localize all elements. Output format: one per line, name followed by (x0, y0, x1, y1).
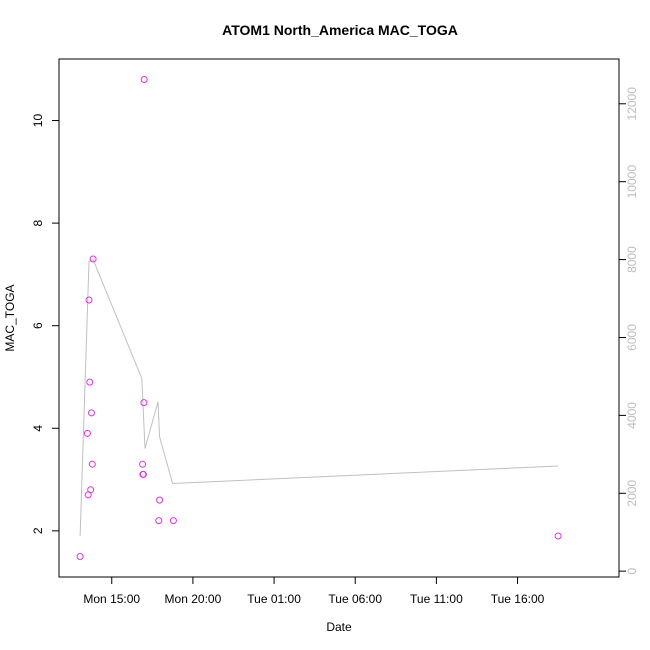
x-tick-label: Tue 11:00 (410, 592, 463, 606)
x-axis: Mon 15:00 Mon 20:00 Tue 01:00 Tue 06:00 Tue … (83, 577, 545, 606)
y2-tick-label: 2000 (625, 480, 639, 507)
plot-area (76, 76, 562, 560)
y2-tick-label: 6000 (625, 324, 639, 351)
data-point (139, 460, 147, 468)
y-tick-label: 6 (31, 322, 45, 329)
y-tick-label: 10 (31, 114, 45, 128)
x-tick-label: Tue 01:00 (247, 592, 301, 606)
data-point (85, 296, 93, 304)
data-point (86, 378, 94, 386)
data-point (155, 517, 163, 525)
data-point (83, 429, 91, 437)
y-tick-label: 2 (31, 527, 45, 534)
data-point (554, 532, 562, 540)
plot-frame (58, 58, 620, 578)
y-axis-right: 0 2000 4000 6000 8000 10000 12000 (619, 87, 639, 575)
data-point (140, 399, 148, 407)
y2-tick-label: 12000 (625, 87, 639, 121)
y-axis-title: MAC_TOGA (3, 284, 17, 351)
y-tick-label: 4 (31, 425, 45, 432)
y2-tick-label: 8000 (625, 246, 639, 273)
data-point (140, 76, 148, 83)
data-point (88, 460, 96, 468)
x-tick-label: Tue 16:00 (491, 592, 545, 606)
data-point (139, 470, 147, 478)
data-point (76, 553, 84, 560)
x-tick-label: Mon 20:00 (165, 592, 222, 606)
chart-title: ATOM1 North_America MAC_TOGA (222, 22, 458, 38)
x-tick-label: Tue 06:00 (328, 592, 382, 606)
data-point (156, 496, 164, 504)
y-axis-left: 2 4 6 8 10 (31, 114, 59, 534)
y2-tick-label: 0 (625, 568, 639, 575)
series-line (79, 258, 559, 537)
data-point (89, 255, 97, 263)
data-point (87, 486, 95, 494)
data-point (169, 517, 177, 525)
y2-tick-label: 4000 (625, 402, 639, 429)
x-tick-label: Mon 15:00 (83, 592, 140, 606)
data-point (88, 409, 95, 417)
y-tick-label: 8 (31, 219, 45, 226)
y2-tick-label: 10000 (625, 165, 639, 199)
x-axis-title: Date (326, 620, 352, 634)
